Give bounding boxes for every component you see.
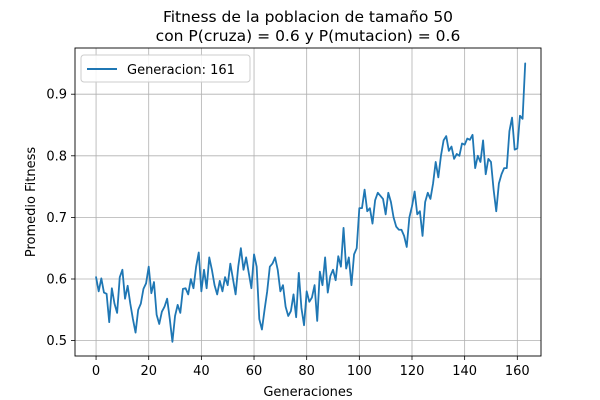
x-tick-label: 40	[193, 364, 210, 379]
y-axis-ticks: 0.5 0.6 0.7 0.8 0.9	[46, 88, 75, 349]
legend-box	[80, 54, 251, 83]
x-tick-label: 160	[505, 364, 530, 379]
chart-title-line1: Fitness de la poblacion de tamaño 50	[163, 8, 453, 26]
y-tick-label: 0.9	[46, 88, 67, 103]
x-tick-label: 20	[140, 364, 157, 379]
plot-area-frame	[74, 47, 542, 357]
y-tick-label: 0.5	[46, 334, 67, 349]
x-tick-label: 120	[400, 364, 425, 379]
series-line-generacion	[95, 62, 527, 343]
x-axis-label: Generaciones	[263, 385, 353, 400]
y-tick-label: 0.7	[46, 211, 67, 226]
grid-lines	[75, 48, 541, 356]
legend-entry-label: Generacion: 161	[127, 63, 235, 78]
x-tick-label: 100	[347, 364, 372, 379]
x-tick-label: 140	[452, 364, 477, 379]
chart-title-line2: con P(cruza) = 0.6 y P(mutacion) = 0.6	[156, 27, 461, 45]
series-layer	[95, 62, 527, 343]
legend: Generacion: 161	[80, 54, 251, 83]
y-axis-label: Promedio Fitness	[24, 147, 39, 257]
x-tick-label: 0	[92, 364, 100, 379]
x-tick-label: 60	[246, 364, 263, 379]
y-tick-label: 0.6	[46, 273, 67, 288]
x-axis-ticks: 0 20 40 60 80 100 120 140 160	[92, 356, 530, 379]
y-tick-label: 0.8	[46, 149, 67, 164]
x-tick-label: 80	[298, 364, 315, 379]
